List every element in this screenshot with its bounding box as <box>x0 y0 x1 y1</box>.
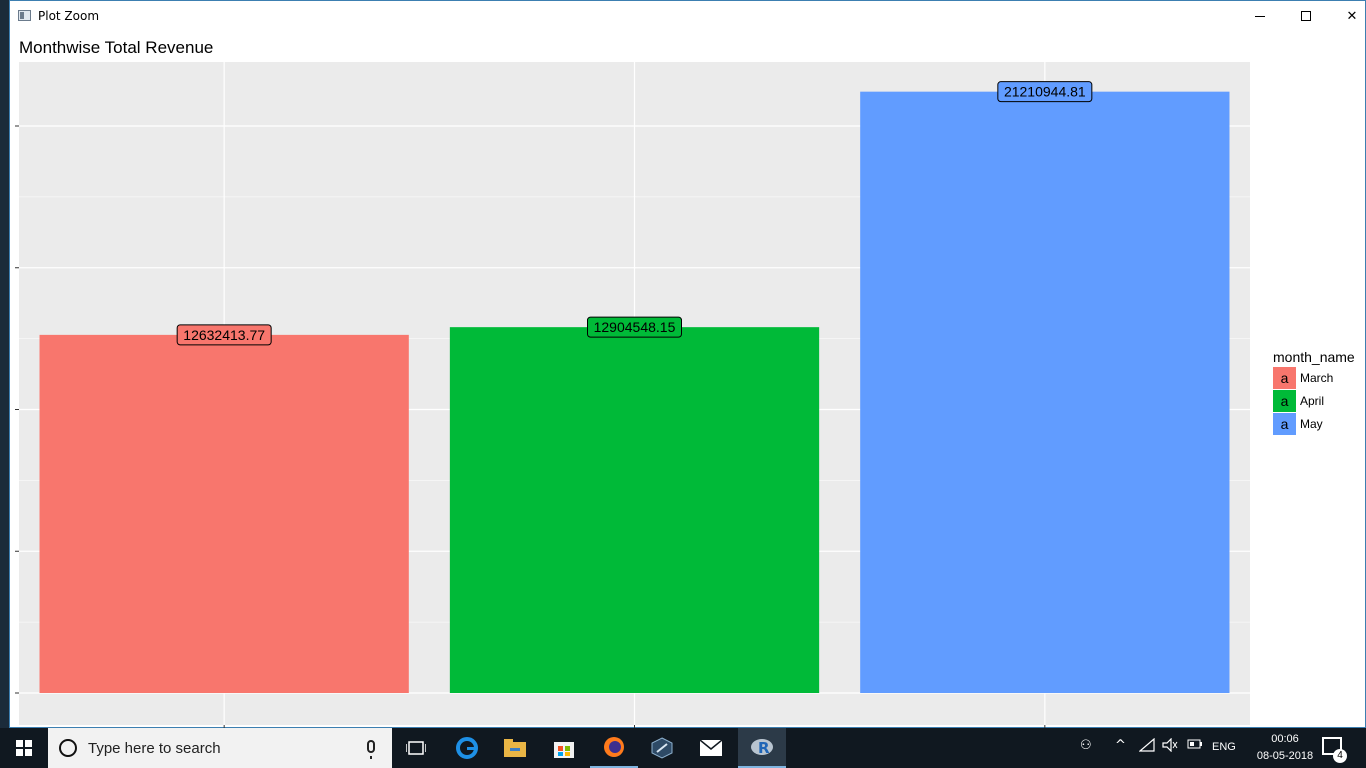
clock-date: 08-05-2018 <box>1256 750 1314 762</box>
firefox-icon[interactable] <box>590 728 638 768</box>
maximize-button[interactable] <box>1283 1 1329 31</box>
close-icon: ✕ <box>1346 8 1358 24</box>
window-title: Plot Zoom <box>38 9 100 23</box>
clock[interactable]: 00:06 08-05-2018 <box>1250 731 1320 765</box>
mail-icon[interactable] <box>687 728 735 768</box>
bar-chart: 12632413.77 12904548.15 21210944.81 <box>15 62 1250 729</box>
svg-text:R: R <box>758 739 770 757</box>
legend-label: April <box>1300 394 1325 408</box>
data-label-box <box>997 81 1093 103</box>
r-icon[interactable]: R <box>738 728 786 768</box>
edge-icon[interactable] <box>443 728 491 768</box>
people-icon[interactable]: ⚇ <box>1080 738 1092 753</box>
taskbar: Type here to search R ⚇ ^ ENG 00:06 08-0… <box>0 728 1366 768</box>
minimize-button[interactable] <box>1237 1 1283 31</box>
legend-key: a <box>1273 367 1296 389</box>
window-app-icon <box>18 10 31 21</box>
notification-count-badge: 4 <box>1333 749 1347 763</box>
data-label: 21210944.81 <box>1004 84 1086 100</box>
cortana-icon <box>59 739 77 757</box>
search-placeholder: Type here to search <box>88 740 221 757</box>
legend-label: May <box>1300 417 1323 431</box>
legend-label: March <box>1300 371 1334 385</box>
data-label-box <box>587 316 682 338</box>
clock-time: 00:06 <box>1271 733 1299 745</box>
battery-icon[interactable] <box>1187 738 1203 754</box>
title-bar[interactable]: Plot Zoom ✕ <box>10 1 1365 31</box>
volume-icon[interactable] <box>1162 737 1178 756</box>
task-view-icon[interactable] <box>392 728 440 768</box>
legend-key: a <box>1273 390 1296 412</box>
maximize-icon <box>1301 11 1311 21</box>
chevron-up-icon[interactable]: ^ <box>1115 738 1126 753</box>
app-icon[interactable] <box>638 728 686 768</box>
bar-march <box>39 334 409 693</box>
data-label: 12904548.15 <box>594 319 676 335</box>
legend-title: month_name <box>1273 349 1355 365</box>
close-button[interactable]: ✕ <box>1329 1 1366 31</box>
microphone-icon[interactable] <box>367 740 375 759</box>
data-label: 12632413.77 <box>183 327 265 343</box>
store-icon[interactable] <box>540 728 588 768</box>
plot-title: Monthwise Total Revenue <box>19 38 214 57</box>
data-label-box <box>176 324 272 346</box>
language-indicator[interactable]: ENG <box>1212 741 1236 753</box>
file-explorer-icon[interactable] <box>491 728 539 768</box>
legend-key: a <box>1273 413 1296 435</box>
action-center-icon[interactable] <box>1322 737 1342 755</box>
start-button[interactable] <box>0 728 48 768</box>
plot-zoom-window: Plot Zoom ✕ Monthwise Total Revenue 1263… <box>9 0 1366 729</box>
bar-april <box>449 327 820 693</box>
windows-logo-icon <box>16 740 32 756</box>
bar-may <box>860 91 1230 693</box>
wifi-icon[interactable] <box>1138 737 1155 756</box>
taskbar-search-box[interactable]: Type here to search <box>48 728 392 768</box>
minimize-icon <box>1255 15 1265 17</box>
